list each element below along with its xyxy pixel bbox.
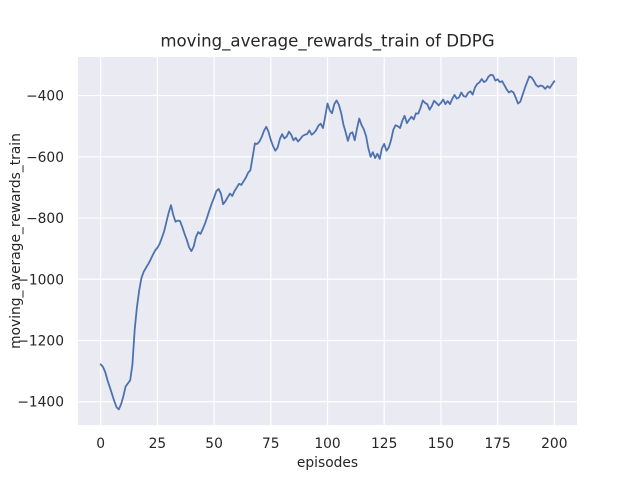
x-tick-label: 125 [371, 436, 397, 452]
chart-title: moving_average_rewards_train of DDPG [160, 32, 494, 52]
y-tick-label: −600 [26, 150, 64, 166]
y-tick-label: −1200 [17, 334, 64, 350]
x-tick-label: 50 [205, 436, 223, 452]
x-tick-label: 25 [149, 436, 167, 452]
x-tick-label: 100 [314, 436, 340, 452]
x-tick-label: 75 [262, 436, 280, 452]
y-tick-label: −800 [26, 211, 64, 227]
x-tick-label: 150 [428, 436, 454, 452]
y-tick-label: −1000 [17, 272, 64, 288]
x-tick-label: 200 [541, 436, 567, 452]
y-axis-label: moving_average_rewards_train [8, 133, 24, 349]
x-tick-label: 0 [96, 436, 105, 452]
y-tick-label: −1400 [17, 395, 64, 411]
y-tick-label: −400 [26, 89, 64, 105]
x-tick-label: 175 [484, 436, 510, 452]
x-axis-label: episodes [297, 455, 358, 471]
reward-line [99, 73, 556, 411]
